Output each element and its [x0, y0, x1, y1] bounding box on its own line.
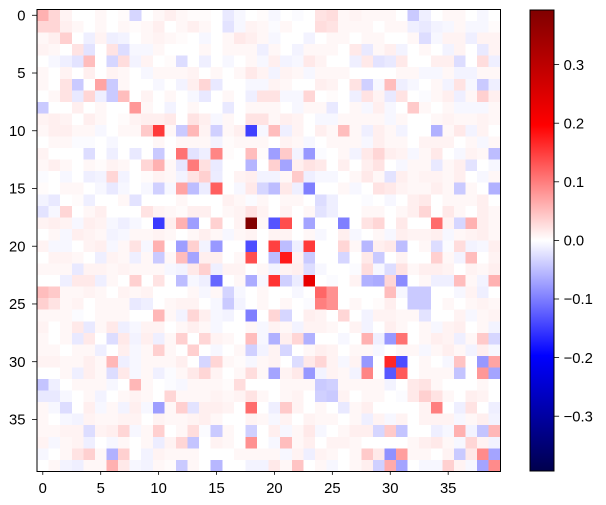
svg-text:25: 25 — [324, 481, 340, 497]
svg-text:−0.1: −0.1 — [564, 292, 593, 308]
svg-text:15: 15 — [208, 481, 224, 497]
svg-text:10: 10 — [150, 481, 166, 497]
svg-text:35: 35 — [9, 413, 25, 429]
svg-text:0.3: 0.3 — [564, 58, 585, 74]
svg-text:0.2: 0.2 — [564, 116, 585, 132]
svg-text:30: 30 — [9, 355, 25, 371]
svg-text:15: 15 — [9, 182, 25, 198]
svg-text:0: 0 — [39, 481, 47, 497]
svg-text:25: 25 — [9, 297, 25, 313]
svg-text:0: 0 — [17, 8, 25, 24]
svg-text:30: 30 — [382, 481, 398, 497]
svg-text:20: 20 — [9, 239, 25, 255]
svg-text:5: 5 — [97, 481, 105, 497]
svg-text:−0.3: −0.3 — [564, 409, 593, 425]
svg-text:20: 20 — [266, 481, 282, 497]
svg-text:0.1: 0.1 — [564, 175, 585, 191]
svg-text:0.0: 0.0 — [564, 234, 585, 250]
svg-text:10: 10 — [9, 124, 25, 140]
svg-text:5: 5 — [17, 66, 25, 82]
svg-text:−0.2: −0.2 — [564, 351, 593, 367]
svg-text:35: 35 — [440, 481, 456, 497]
